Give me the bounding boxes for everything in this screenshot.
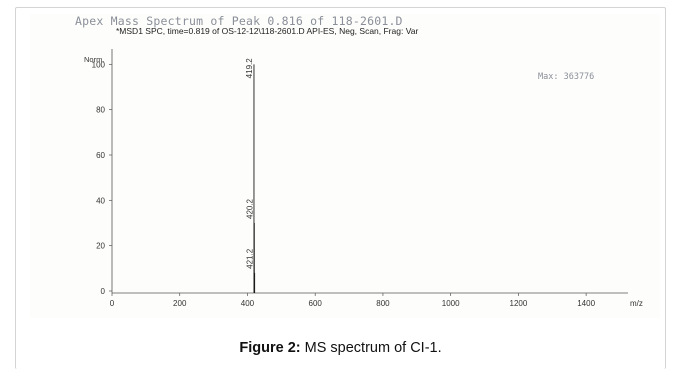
x-tick-label: 600 xyxy=(309,299,323,308)
x-tick-label: 400 xyxy=(241,299,255,308)
y-tick-label: 80 xyxy=(96,106,105,115)
x-tick-label: 1200 xyxy=(510,299,528,308)
y-tick-label: 100 xyxy=(92,60,106,69)
x-tick-label: 800 xyxy=(376,299,390,308)
y-tick-label: 40 xyxy=(96,196,105,205)
x-tick-label: 0 xyxy=(110,299,115,308)
x-tick-label: 200 xyxy=(173,299,187,308)
peak-label: 421.2 xyxy=(246,248,255,269)
caption-label: Figure 2: xyxy=(239,340,300,356)
x-tick-label: 1000 xyxy=(442,299,460,308)
y-tick-label: 20 xyxy=(96,242,105,251)
caption-text: MS spectrum of CI-1. xyxy=(301,340,442,356)
y-tick-label: 60 xyxy=(96,151,105,160)
x-axis-unit-label: m/z xyxy=(630,299,643,308)
peak-label: 420.2 xyxy=(245,198,254,219)
y-tick-label: 0 xyxy=(101,287,106,296)
x-tick-label: 1400 xyxy=(577,299,595,308)
peak-label: 419.2 xyxy=(245,58,254,79)
figure-caption: Figure 2: MS spectrum of CI-1. xyxy=(0,340,681,356)
